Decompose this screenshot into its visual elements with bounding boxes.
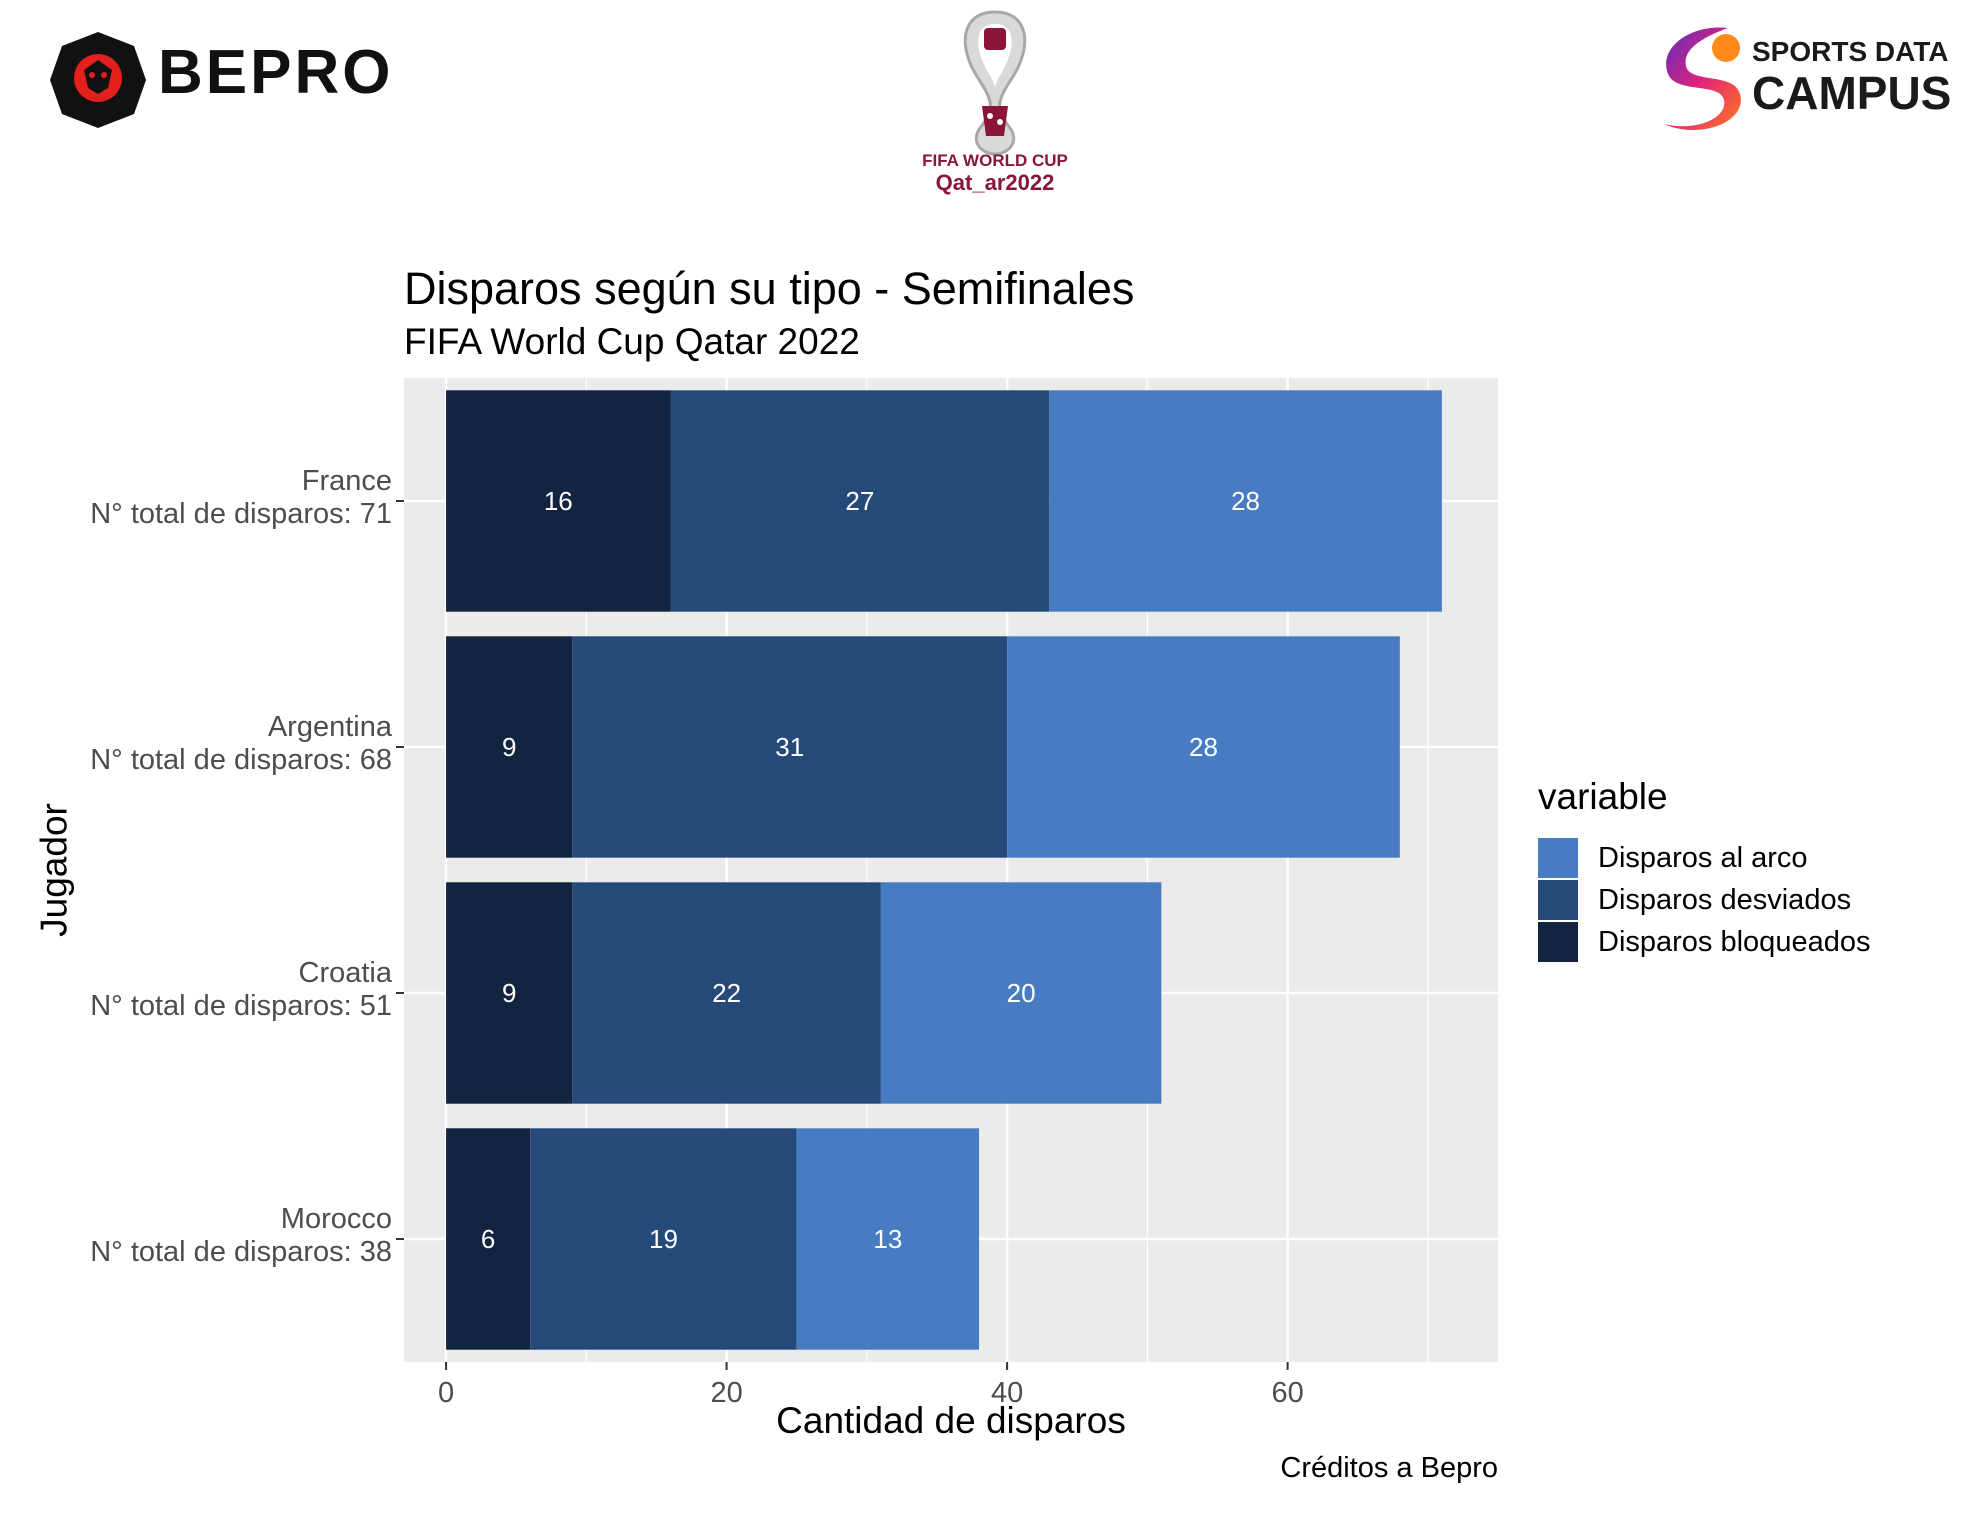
- legend-label: Disparos bloqueados: [1598, 925, 1871, 958]
- bar-segment: [1007, 636, 1400, 858]
- bar-segment: [572, 636, 1008, 858]
- chart-caption: Créditos a Bepro: [1280, 1452, 1498, 1484]
- sports-data-campus-icon: [1664, 27, 1741, 131]
- y-axis-category-label: Croatia N° total de disparos: 51: [90, 957, 392, 1024]
- bar-segment: [446, 882, 573, 1104]
- legend-item: Disparos desviados: [1538, 880, 1851, 920]
- world-cup-logo-line1: FIFA WORLD CUP: [922, 151, 1068, 170]
- bar-value-label: 6: [481, 1224, 495, 1254]
- bar-value-label: 31: [775, 732, 804, 762]
- category-total: N° total de disparos: 68: [90, 744, 392, 777]
- world-cup-trophy-icon: [963, 10, 1027, 156]
- category-name: Argentina: [267, 711, 392, 743]
- bar-value-label: 9: [502, 732, 516, 762]
- bar-value-label: 13: [873, 1224, 902, 1254]
- bar-segment: [670, 390, 1050, 612]
- bar-segment: [446, 636, 573, 858]
- bar-segment: [530, 1128, 797, 1350]
- world-cup-logo-line2: Qat_ar2022: [935, 170, 1055, 195]
- bar-value-label: 19: [649, 1224, 678, 1254]
- x-axis-tick-label: 40: [991, 1377, 1023, 1409]
- legend-label: Disparos desviados: [1598, 883, 1852, 916]
- bar-value-label: 27: [845, 486, 874, 516]
- category-total: N° total de disparos: 51: [90, 990, 392, 1023]
- bar-value-label: 22: [712, 978, 741, 1008]
- legend-swatch: [1538, 838, 1578, 878]
- y-axis-title: Jugador: [33, 803, 75, 937]
- legend-item: Disparos al arco: [1538, 838, 1808, 878]
- x-axis-tick-label: 20: [710, 1377, 742, 1409]
- bar-segment: [572, 882, 881, 1104]
- bar-segment: [880, 882, 1162, 1104]
- chart-subtitle: FIFA World Cup Qatar 2022: [404, 321, 860, 362]
- bar-segment: [446, 390, 671, 612]
- chart-title: Disparos según su tipo - Semifinales: [404, 263, 1135, 314]
- legend-title: variable: [1538, 776, 1668, 817]
- y-axis-category-label: Morocco N° total de disparos: 38: [90, 1203, 392, 1270]
- bar-value-label: 20: [1007, 978, 1036, 1008]
- bar-value-label: 9: [502, 978, 516, 1008]
- legend-swatch: [1538, 922, 1578, 962]
- category-name: Croatia: [298, 957, 393, 989]
- bar-segment: [1049, 390, 1442, 612]
- sports-data-campus-line1: SPORTS DATA: [1752, 36, 1949, 67]
- legend-item: Disparos bloqueados: [1538, 922, 1870, 962]
- bar-value-label: 28: [1231, 486, 1260, 516]
- bepro-logo: [50, 32, 146, 128]
- legend-label: Disparos al arco: [1598, 841, 1808, 874]
- category-total: N° total de disparos: 38: [90, 1236, 392, 1269]
- bepro-logo-text: BEPRO: [158, 38, 394, 107]
- x-axis-title: Cantidad de disparos: [776, 1400, 1126, 1441]
- bar-segment: [446, 1128, 531, 1350]
- category-name: France: [301, 465, 392, 497]
- category-name: Morocco: [280, 1203, 392, 1235]
- x-axis-tick-label: 0: [438, 1377, 454, 1409]
- category-total: N° total de disparos: 71: [90, 498, 392, 531]
- bar-value-label: 28: [1189, 732, 1218, 762]
- bar-segment: [796, 1128, 980, 1350]
- y-axis-category-label: Argentina N° total de disparos: 68: [90, 711, 392, 778]
- bar-value-label: 16: [544, 486, 573, 516]
- x-axis-tick-label: 60: [1271, 1377, 1303, 1409]
- legend-swatch: [1538, 880, 1578, 920]
- y-axis-category-label: France N° total de disparos: 71: [90, 465, 392, 532]
- sports-data-campus-line2: CAMPUS: [1752, 67, 1952, 119]
